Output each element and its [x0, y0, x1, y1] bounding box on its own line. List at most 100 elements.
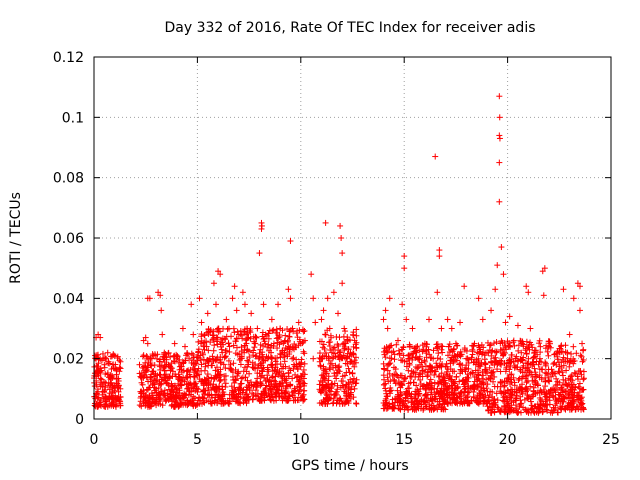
data-point — [388, 355, 395, 362]
data-point — [216, 385, 223, 392]
data-point — [191, 366, 198, 373]
data-point — [211, 342, 218, 349]
data-point — [492, 286, 499, 293]
data-point — [319, 344, 326, 351]
data-point — [409, 325, 416, 332]
data-point — [272, 378, 279, 385]
data-point — [210, 336, 217, 343]
data-point — [289, 355, 296, 362]
data-point — [322, 331, 329, 338]
data-point — [102, 403, 109, 410]
data-point — [310, 355, 317, 362]
data-point — [156, 358, 163, 365]
data-point — [214, 326, 221, 333]
data-point — [351, 363, 358, 370]
data-point — [287, 238, 294, 245]
data-point — [176, 356, 183, 363]
data-point — [277, 350, 284, 357]
data-point — [247, 335, 254, 342]
data-point — [149, 351, 156, 358]
data-point — [234, 328, 241, 335]
data-point — [399, 301, 406, 308]
data-point — [210, 280, 217, 287]
data-point — [282, 332, 289, 339]
data-point — [264, 376, 271, 383]
data-point — [221, 335, 228, 342]
data-point — [196, 295, 203, 302]
data-point — [325, 373, 332, 380]
data-point — [244, 346, 251, 353]
data-point — [300, 387, 307, 394]
data-point — [189, 397, 196, 404]
data-point — [291, 387, 298, 394]
data-point — [387, 360, 394, 367]
data-point — [233, 335, 240, 342]
data-point — [194, 400, 201, 407]
data-point — [290, 344, 297, 351]
data-point — [222, 365, 229, 372]
data-point — [236, 399, 243, 406]
data-point — [330, 289, 337, 296]
data-point — [211, 386, 218, 393]
y-tick-labels: 0 0.02 0.04 0.06 0.08 0.1 0.12 — [53, 50, 84, 428]
data-point — [321, 376, 328, 383]
data-point — [151, 377, 158, 384]
data-point — [287, 343, 294, 350]
data-point — [226, 391, 233, 398]
data-point — [276, 341, 283, 348]
data-point — [190, 373, 197, 380]
data-point — [333, 369, 340, 376]
data-point — [510, 339, 517, 346]
data-point — [206, 391, 213, 398]
x-tick-label: 10 — [292, 432, 310, 448]
data-point — [328, 381, 335, 388]
data-point — [479, 316, 486, 323]
data-point — [274, 382, 281, 389]
data-point — [190, 351, 197, 358]
data-point — [207, 339, 214, 346]
data-point — [295, 319, 302, 326]
data-point — [240, 368, 247, 375]
data-point — [498, 244, 505, 251]
data-point — [222, 399, 229, 406]
data-point — [349, 331, 356, 338]
data-point — [245, 358, 252, 365]
data-point — [212, 367, 219, 374]
data-point — [168, 394, 175, 401]
data-point — [249, 396, 256, 403]
data-point — [434, 289, 441, 296]
data-point — [338, 235, 345, 241]
y-tick-label: 0.06 — [53, 231, 84, 247]
data-point — [174, 352, 181, 359]
data-point — [229, 295, 236, 302]
data-point — [194, 388, 201, 395]
data-point — [436, 253, 443, 260]
data-point — [258, 225, 265, 232]
data-point — [199, 394, 206, 401]
data-point — [353, 400, 360, 407]
data-point — [318, 316, 325, 323]
data-point — [201, 332, 208, 339]
data-point — [436, 247, 443, 254]
data-point — [343, 369, 350, 376]
data-point — [457, 319, 464, 326]
data-point — [324, 295, 331, 302]
x-axis-label: GPS time / hours — [291, 458, 408, 474]
data-point — [318, 372, 325, 379]
data-point — [195, 346, 202, 353]
data-point — [207, 398, 214, 405]
data-point — [331, 344, 338, 351]
data-point — [444, 316, 451, 323]
data-point — [117, 358, 124, 365]
x-tick-labels: 0 5 10 15 20 25 — [90, 432, 620, 448]
data-point — [225, 325, 232, 332]
data-point — [502, 319, 509, 326]
data-point — [242, 390, 249, 397]
data-point — [322, 389, 329, 396]
data-point — [337, 222, 344, 229]
data-point — [155, 385, 162, 392]
data-point — [268, 316, 275, 323]
data-point — [215, 374, 222, 381]
data-point — [212, 391, 219, 398]
data-point — [300, 366, 307, 373]
